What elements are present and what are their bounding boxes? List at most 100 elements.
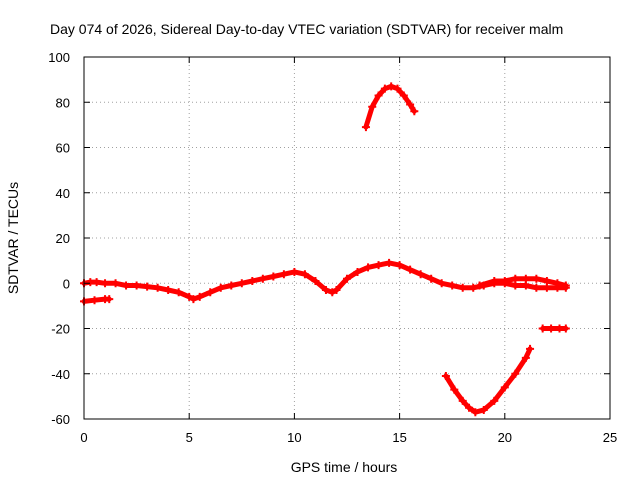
- data-point: [90, 296, 99, 305]
- y-tick-label: -40: [51, 367, 70, 382]
- y-tick-label: -20: [51, 322, 70, 337]
- y-tick-label: 40: [56, 186, 70, 201]
- data-point: [490, 396, 499, 405]
- data-point: [399, 91, 408, 100]
- data-point: [206, 288, 215, 297]
- data-point: [416, 270, 425, 279]
- data-point: [269, 272, 278, 281]
- series-segment-d: [475, 274, 570, 290]
- y-tick-label: -60: [51, 412, 70, 427]
- data-point: [427, 274, 436, 283]
- data-point: [385, 258, 394, 267]
- data-point: [553, 279, 562, 288]
- data-point: [538, 324, 547, 333]
- series-segment-c: [441, 344, 535, 417]
- data-point: [542, 276, 551, 285]
- data-point: [189, 295, 198, 304]
- x-tick-label: 0: [80, 430, 87, 445]
- data-point: [311, 276, 320, 285]
- data-point: [237, 279, 246, 288]
- data-point: [479, 405, 488, 414]
- data-point: [511, 281, 520, 290]
- plot-frame: [83, 56, 611, 420]
- data-point: [561, 324, 570, 333]
- data-point: [290, 267, 299, 276]
- data-point: [532, 274, 541, 283]
- data-point: [143, 282, 152, 291]
- data-point: [111, 279, 120, 288]
- data-point: [374, 261, 383, 270]
- y-tick-label: 0: [63, 276, 70, 291]
- data-point: [343, 274, 351, 283]
- data-point: [511, 369, 520, 378]
- data-point: [465, 403, 474, 412]
- data-point: [387, 82, 396, 91]
- data-point: [101, 279, 110, 288]
- data-point: [321, 286, 330, 295]
- series-trace: [443, 346, 533, 415]
- x-tick-label: 10: [287, 430, 301, 445]
- x-tick-label: 25: [603, 430, 617, 445]
- data-point: [526, 344, 535, 353]
- y-tick-label: 60: [56, 141, 70, 156]
- data-point: [368, 102, 377, 111]
- y-tick-label: 20: [56, 231, 70, 246]
- x-tick-label: 15: [392, 430, 406, 445]
- data-point: [279, 270, 288, 279]
- y-tick-label: 80: [56, 95, 70, 110]
- data-point: [92, 278, 101, 287]
- data-point: [437, 279, 446, 288]
- data-point: [469, 283, 478, 292]
- data-point: [353, 267, 362, 276]
- grid-lines: [84, 57, 610, 419]
- data-point: [300, 270, 309, 279]
- data-point: [410, 107, 419, 116]
- data-point: [542, 283, 551, 292]
- data-point: [471, 408, 480, 417]
- data-point: [458, 396, 467, 405]
- y-axis-label: SDTVAR / TECUs: [5, 182, 21, 294]
- data-point: [132, 281, 141, 290]
- data-point: [328, 288, 337, 297]
- data-point: [195, 292, 204, 301]
- data-point: [490, 276, 499, 285]
- data-point: [258, 274, 267, 283]
- data-point: [332, 286, 341, 295]
- data-point: [561, 281, 570, 290]
- x-tick-label: 20: [498, 430, 512, 445]
- data-point: [448, 281, 457, 290]
- data-point: [500, 383, 509, 392]
- x-tick-label: 5: [186, 430, 193, 445]
- data-point: [248, 276, 257, 285]
- data-point: [361, 123, 370, 132]
- data-point: [105, 295, 114, 304]
- data-point: [153, 283, 162, 292]
- data-point: [547, 324, 556, 333]
- data-point: [380, 84, 389, 93]
- series-segment-b: [361, 82, 419, 132]
- y-tick-label: 100: [48, 50, 70, 65]
- axis-ticks: 0 5 10 15 20 25 -60 -40 -20 0 20 40 60 80 100: [48, 50, 617, 445]
- series-segment-e: [538, 324, 570, 333]
- data-point: [122, 281, 131, 290]
- data-point: [364, 263, 373, 272]
- data-point: [521, 353, 530, 362]
- data-point: [500, 276, 509, 285]
- data-point: [450, 385, 459, 394]
- data-point: [185, 292, 194, 301]
- data-point: [441, 372, 450, 381]
- data-point: [374, 91, 383, 100]
- data-point: [475, 281, 484, 290]
- data-point: [216, 283, 225, 292]
- data-point: [458, 283, 467, 292]
- series-segment-a: [80, 295, 114, 306]
- data-point: [532, 283, 541, 292]
- data-point: [393, 84, 402, 93]
- data-point: [395, 261, 404, 270]
- chart-title: Day 074 of 2026, Sidereal Day-to-day VTE…: [50, 21, 563, 37]
- data-point: [521, 281, 530, 290]
- data-point: [521, 274, 530, 283]
- data-series: [80, 82, 570, 417]
- data-point: [406, 100, 415, 109]
